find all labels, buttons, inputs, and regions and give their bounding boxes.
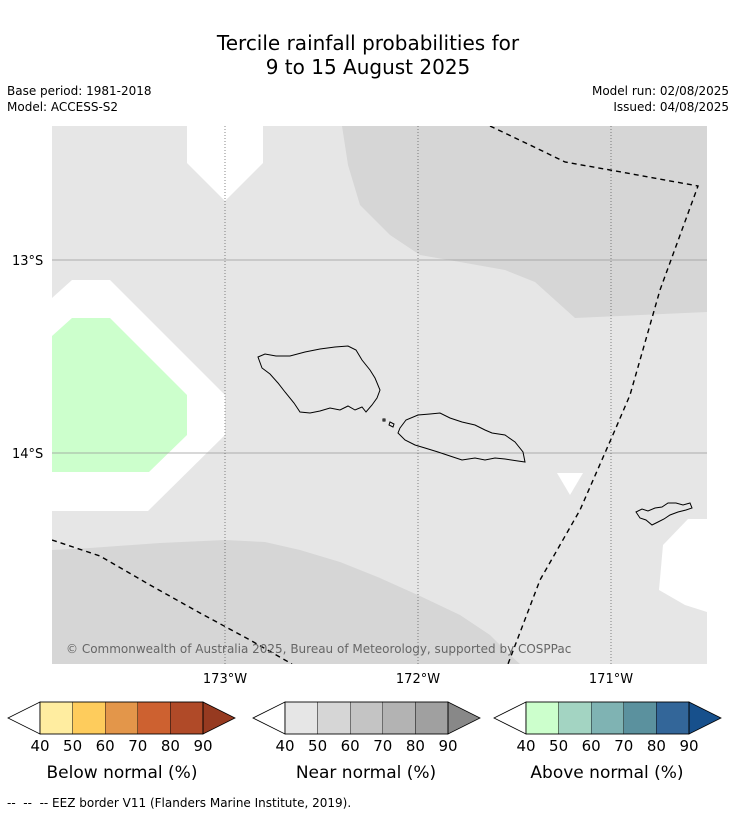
- colorbar-swatch: [382, 701, 416, 735]
- colorbar-tick-label: 90: [679, 737, 698, 755]
- copyright-text: © Commonwealth of Australia 2025, Bureau…: [66, 642, 571, 656]
- map-title: Tercile rainfall probabilities for 9 to …: [0, 31, 736, 79]
- axis-labels: 13°S 14°S 173°W 172°W 171°W: [12, 254, 633, 687]
- tutuila-island: [635, 502, 693, 526]
- savaii-island: [257, 345, 381, 414]
- above-normal-40-region: [52, 318, 187, 472]
- colorbar-swatch: [525, 701, 559, 735]
- colorbar-tick-label: 40: [516, 737, 535, 755]
- no-signal-region-top: [187, 126, 263, 201]
- colorbar-tick-label: 80: [647, 737, 666, 755]
- lon-label-171w: 171°W: [589, 672, 633, 687]
- colorbar-tick-label: 60: [582, 737, 601, 755]
- issued-text: Issued: 04/08/2025: [613, 100, 729, 114]
- title-line-1: Tercile rainfall probabilities for: [216, 31, 520, 55]
- colorbar-swatch: [317, 701, 351, 735]
- colorbar-tick-label: 70: [373, 737, 392, 755]
- near-normal-50-region-north: [342, 126, 707, 318]
- near-normal-ticks: 40 50 60 70 80 90: [275, 737, 457, 755]
- above-normal-label: Above normal (%): [530, 763, 683, 783]
- title-line-2: 9 to 15 August 2025: [265, 55, 471, 79]
- near-normal-50-region-south: [52, 540, 520, 664]
- lat-label-13s: 13°S: [12, 254, 43, 269]
- below-normal-ticks: 40 50 60 70 80 90: [30, 737, 212, 755]
- colorbar-tick-label: 80: [161, 737, 180, 755]
- base-period-text: Base period: 1981-2018: [7, 84, 152, 98]
- no-signal-region-small: [557, 473, 583, 495]
- colorbar-tick-label: 60: [96, 737, 115, 755]
- colorbar-swatch: [350, 701, 384, 735]
- colorbar-swatch: [39, 701, 73, 735]
- near-normal-swatches: [284, 701, 449, 735]
- eez-legend-text: -- -- -- EEZ border V11 (Flanders Marine…: [7, 796, 352, 810]
- lat-label-14s: 14°S: [12, 447, 43, 462]
- colorbar-swatch: [415, 701, 449, 735]
- above-normal-low-arrow: [493, 701, 527, 735]
- colorbar-swatch: [591, 701, 625, 735]
- colorbar-swatch: [284, 701, 318, 735]
- apolima-island: [382, 418, 386, 422]
- colorbar-swatch: [72, 701, 106, 735]
- lon-label-173w: 173°W: [203, 672, 247, 687]
- below-normal-label: Below normal (%): [47, 763, 198, 783]
- graticule: [52, 126, 707, 664]
- colorbar-below-normal: 40 50 60 70 80 90 Below normal (%): [7, 701, 236, 783]
- colorbar-tick-label: 80: [406, 737, 425, 755]
- colorbar-swatch: [104, 701, 138, 735]
- above-normal-high-arrow: [688, 701, 722, 735]
- manono-island: [388, 421, 395, 428]
- near-normal-label: Near normal (%): [296, 763, 436, 783]
- above-normal-ticks: 40 50 60 70 80 90: [516, 737, 698, 755]
- colorbar-tick-label: 90: [438, 737, 457, 755]
- near-normal-low-arrow: [252, 701, 286, 735]
- below-normal-high-arrow: [202, 701, 236, 735]
- eez-border: [52, 126, 699, 664]
- colorbar-tick-label: 50: [549, 737, 568, 755]
- colorbar-above-normal: 40 50 60 70 80 90 Above normal (%): [493, 701, 722, 783]
- colorbar-tick-label: 90: [193, 737, 212, 755]
- colorbar-swatch: [137, 701, 171, 735]
- upolu-island: [397, 412, 526, 463]
- colorbar-near-normal: 40 50 60 70 80 90 Near normal (%): [252, 701, 481, 783]
- map-area: © Commonwealth of Australia 2025, Bureau…: [52, 126, 707, 664]
- colorbar-swatch: [623, 701, 657, 735]
- above-normal-swatches: [525, 701, 690, 735]
- meta-left: Base period: 1981-2018 Model: ACCESS-S2: [7, 83, 152, 115]
- near-normal-high-arrow: [447, 701, 481, 735]
- colorbar-swatch: [558, 701, 592, 735]
- model-run-text: Model run: 02/08/2025: [591, 84, 729, 98]
- colorbar-swatch: [656, 701, 690, 735]
- lon-label-172w: 172°W: [396, 672, 440, 687]
- colorbar-tick-label: 70: [128, 737, 147, 755]
- model-text: Model: ACCESS-S2: [7, 100, 119, 114]
- colorbar-tick-label: 70: [614, 737, 633, 755]
- meta-right: Model run: 02/08/2025 Issued: 04/08/2025: [592, 83, 729, 115]
- below-normal-low-arrow: [7, 701, 41, 735]
- islands: [257, 345, 693, 526]
- colorbar-tick-label: 50: [308, 737, 327, 755]
- colorbar-swatch: [170, 701, 204, 735]
- colorbar-tick-label: 50: [63, 737, 82, 755]
- colorbar-tick-label: 60: [341, 737, 360, 755]
- colorbar-tick-label: 40: [30, 737, 49, 755]
- below-normal-swatches: [39, 701, 204, 735]
- colorbar-tick-label: 40: [275, 737, 294, 755]
- no-signal-region-right: [659, 519, 707, 612]
